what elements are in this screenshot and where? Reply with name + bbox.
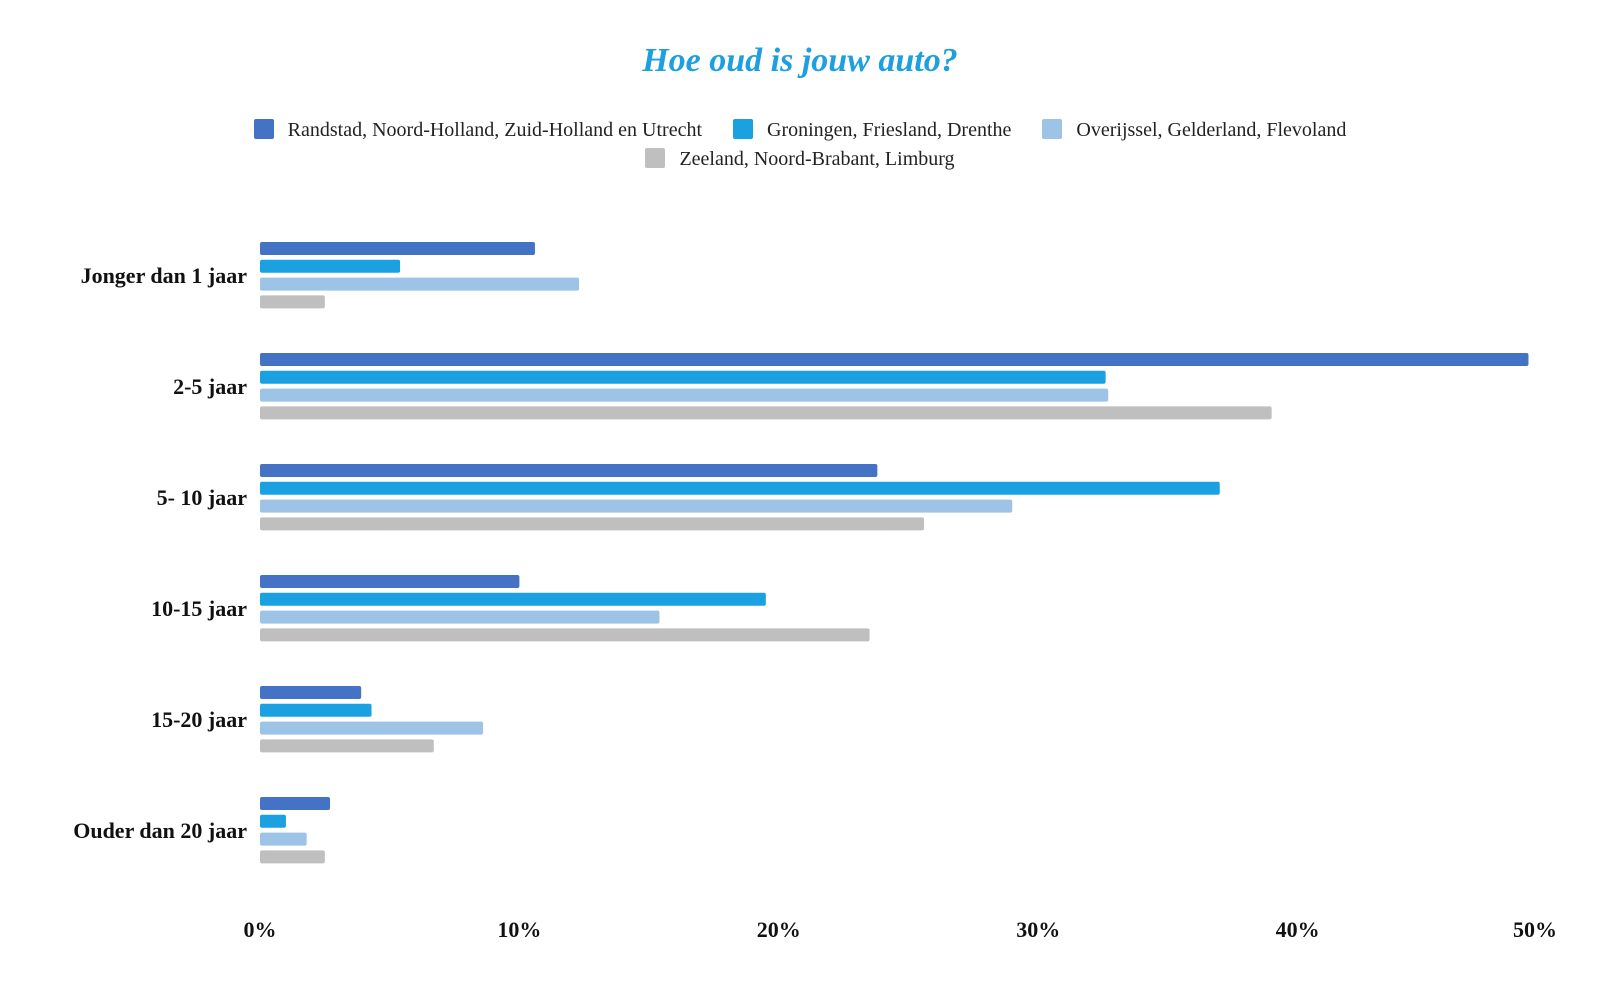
legend-swatch-groningen [733,119,754,139]
legend-swatch-zeeland [645,148,666,168]
category-label-5-10-jaar: 5- 10 jaar [157,485,248,510]
legend-item-groningen[interactable]: Groningen, Friesland, Drenthe [733,116,1011,145]
legend-swatch-randstad [253,119,274,139]
bar-series2-10-15-jaar[interactable] [260,592,766,606]
category-label-15-20-jaar: 15-20 jaar [151,707,247,732]
bar-series3-2-5-jaar[interactable] [260,388,1109,402]
bar-series2-15-20-jaar[interactable] [260,703,372,717]
bar-series4-jonger-dan-1-jaar[interactable] [260,295,325,309]
legend-label-zeeland: Zeeland, Noord-Brabant, Limburg [679,148,955,170]
bar-series2-5-10-jaar[interactable] [260,481,1220,495]
category-label-ouder-dan-20-jaar: Ouder dan 20 jaar [73,818,247,843]
category-label-2-5-jaar: 2-5 jaar [173,374,247,399]
bar-series1-5-10-jaar[interactable] [260,464,878,477]
chart-legend: Randstad, Noord-Holland, Zuid-Holland en… [100,116,1500,174]
bar-series1-jonger-dan-1-jaar[interactable] [260,242,535,255]
bar-series2-jonger-dan-1-jaar[interactable] [260,259,401,273]
bar-series1-2-5-jaar[interactable] [260,353,1529,366]
legend-label-groningen: Groningen, Friesland, Drenthe [767,119,1012,141]
legend-label-overijssel: Overijssel, Gelderland, Flevoland [1076,119,1347,141]
bar-series3-10-15-jaar[interactable] [260,610,660,624]
bar-series1-ouder-dan-20-jaar[interactable] [260,797,331,810]
bar-series4-5-10-jaar[interactable] [260,517,925,531]
bar-series3-5-10-jaar[interactable] [260,499,1013,513]
bar-series4-10-15-jaar[interactable] [260,628,870,642]
x-tick-label-40: 40% [1276,917,1320,942]
x-tick-label-0: 0% [244,917,277,942]
legend-item-randstad[interactable]: Randstad, Noord-Holland, Zuid-Holland en… [253,116,703,145]
chart-title: Hoe oud is jouw auto? [642,42,958,79]
bar-series2-2-5-jaar[interactable] [260,370,1106,384]
bar-series4-2-5-jaar[interactable] [260,406,1272,420]
x-tick-label-50: 50% [1513,917,1557,942]
bar-series3-jonger-dan-1-jaar[interactable] [260,277,580,291]
legend-item-zeeland[interactable]: Zeeland, Noord-Brabant, Limburg [645,145,955,174]
category-label-10-15-jaar: 10-15 jaar [151,596,247,621]
x-tick-label-30: 30% [1016,917,1060,942]
category-label-jonger-dan-1-jaar: Jonger dan 1 jaar [81,263,248,288]
bar-series1-15-20-jaar[interactable] [260,686,362,699]
bar-series2-ouder-dan-20-jaar[interactable] [260,814,286,828]
bar-series3-15-20-jaar[interactable] [260,721,484,735]
legend-swatch-overijssel [1042,119,1063,139]
bar-series1-10-15-jaar[interactable] [260,575,520,588]
legend-item-overijssel[interactable]: Overijssel, Gelderland, Flevoland [1042,116,1346,145]
x-tick-label-20: 20% [757,917,801,942]
legend-label-randstad: Randstad, Noord-Holland, Zuid-Holland en… [287,119,703,141]
bar-series4-ouder-dan-20-jaar[interactable] [260,850,325,864]
bar-series4-15-20-jaar[interactable] [260,739,434,753]
x-tick-label-10: 10% [497,917,541,942]
bar-series3-ouder-dan-20-jaar[interactable] [260,832,307,846]
